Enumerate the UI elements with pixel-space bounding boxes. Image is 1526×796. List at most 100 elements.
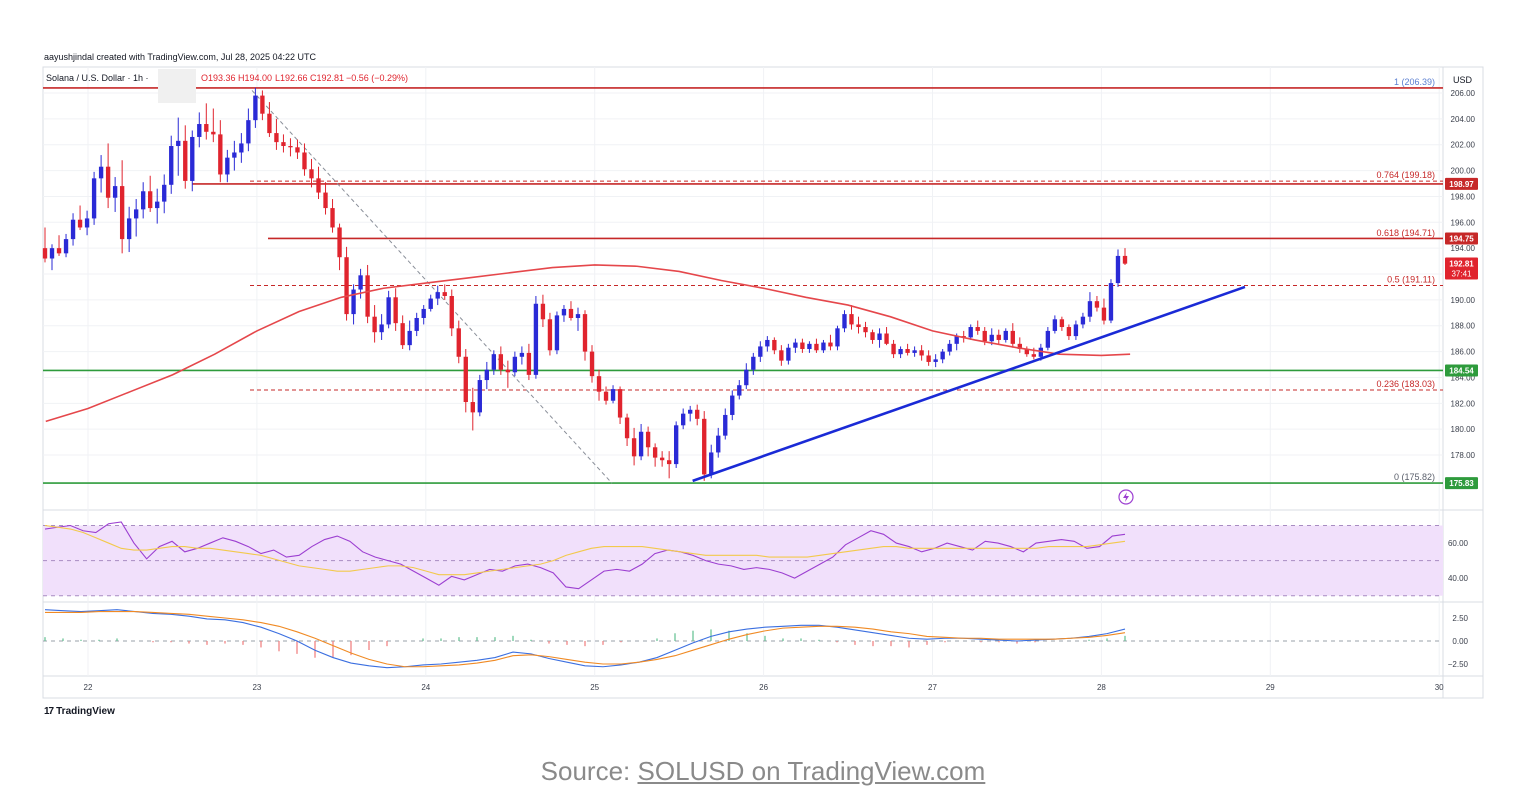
candle-body	[947, 343, 952, 352]
candle-body	[477, 380, 482, 413]
time-tick-label: 29	[1266, 683, 1275, 692]
candle-body	[870, 332, 875, 340]
candle-body	[119, 186, 125, 240]
candle-body	[673, 425, 679, 465]
price-tag-label: 194.75	[1449, 234, 1474, 243]
rsi-band	[43, 525, 1443, 597]
candle-body	[575, 314, 581, 318]
time-tick-label: 27	[928, 683, 937, 692]
candle-body	[63, 239, 69, 254]
candle-body	[849, 314, 854, 325]
candle-body	[912, 350, 917, 353]
candle-body	[70, 219, 76, 240]
candle-body	[91, 178, 97, 219]
price-tick-label: 198.00	[1451, 192, 1476, 201]
candle-body	[631, 438, 637, 457]
candle-body	[758, 346, 763, 357]
candle-body	[1003, 330, 1008, 340]
fib-level-label: 0.618 (194.71)	[1376, 228, 1435, 238]
candle-body	[56, 248, 62, 254]
source-link[interactable]: SOLUSD on TradingView.com	[637, 756, 986, 786]
price-tag-label: 175.83	[1449, 479, 1474, 488]
candle-body	[940, 351, 945, 360]
candle-body	[1073, 324, 1079, 337]
candle-body	[688, 409, 693, 414]
candle-body	[989, 334, 994, 342]
candle-body	[751, 356, 756, 370]
candle-body	[1101, 307, 1107, 321]
rsi-rsi_ma-line	[44, 524, 1126, 576]
candle-body	[807, 343, 812, 350]
candle-body	[842, 314, 847, 329]
price-tick-label: 178.00	[1451, 451, 1476, 460]
candle-body	[982, 330, 987, 342]
candle-body	[540, 303, 546, 320]
candle-body	[666, 460, 672, 465]
candle-body	[835, 328, 840, 347]
price-tag-box	[1445, 177, 1478, 190]
time-tick-label: 22	[84, 683, 93, 692]
candle-body	[1010, 330, 1015, 344]
tradingview-logo[interactable]: 17 TradingView	[44, 706, 115, 717]
legend-close: C192.81	[310, 73, 344, 83]
price-tick-label: 188.00	[1451, 322, 1476, 331]
macd-signal-line	[45, 611, 1126, 668]
candles	[42, 87, 1128, 481]
candle-body	[589, 351, 595, 377]
lightning-icon[interactable]	[1118, 489, 1134, 505]
candle-body	[1087, 301, 1093, 317]
candle-body	[772, 339, 777, 351]
candle-body	[288, 146, 293, 148]
candle-body	[204, 124, 209, 132]
candle-body	[638, 431, 644, 457]
candle-body	[260, 95, 265, 114]
candle-body	[884, 333, 889, 344]
candle-body	[1024, 349, 1029, 355]
candle-body	[716, 435, 721, 453]
candle-body	[400, 323, 405, 346]
candle-body	[1045, 330, 1051, 348]
candle-body	[323, 192, 328, 209]
candle-body	[98, 166, 104, 179]
candle-body	[112, 186, 118, 198]
price-tick-label: 200.00	[1451, 167, 1476, 176]
candle-body	[225, 157, 230, 175]
candle-body	[603, 391, 609, 401]
candle-body	[624, 417, 630, 439]
candle-body	[1066, 327, 1072, 337]
fib-level-label: 1 (206.39)	[1394, 77, 1435, 87]
candle-body	[470, 402, 475, 413]
candle-body	[526, 352, 532, 375]
chart-border	[42, 66, 1484, 699]
candle-body	[105, 166, 111, 198]
candle-body	[1080, 316, 1086, 325]
candle-body	[414, 317, 419, 331]
candle-body	[1094, 301, 1100, 308]
candle-body	[239, 143, 244, 153]
candle-body	[155, 201, 160, 209]
candle-body	[463, 356, 468, 403]
candle-body	[421, 308, 426, 318]
candle-body	[814, 343, 819, 351]
candle-body	[372, 316, 377, 333]
candle-body	[800, 342, 805, 350]
candle-body	[891, 343, 896, 355]
source-caption: Source: SOLUSD on TradingView.com	[0, 756, 1526, 787]
macd-tick-label: 2.50	[1452, 614, 1468, 623]
candle-body	[877, 333, 882, 340]
candle-body	[547, 319, 553, 351]
rsi-rsi-line	[44, 521, 1126, 590]
candle-body	[709, 452, 714, 475]
price-tag-label: 192.81	[1449, 260, 1474, 269]
legend-mask	[158, 69, 196, 103]
candle-body	[253, 95, 258, 121]
candle-body	[737, 385, 742, 396]
legend-change: −0.56 (−0.29%)	[346, 73, 408, 83]
tradingview-logo-icon: 17	[44, 706, 54, 717]
macd-pane	[43, 609, 1443, 669]
legend-high: H194.00	[238, 73, 272, 83]
candle-body	[42, 248, 48, 259]
price-tag-box	[1445, 477, 1478, 490]
candle-body	[793, 342, 798, 348]
